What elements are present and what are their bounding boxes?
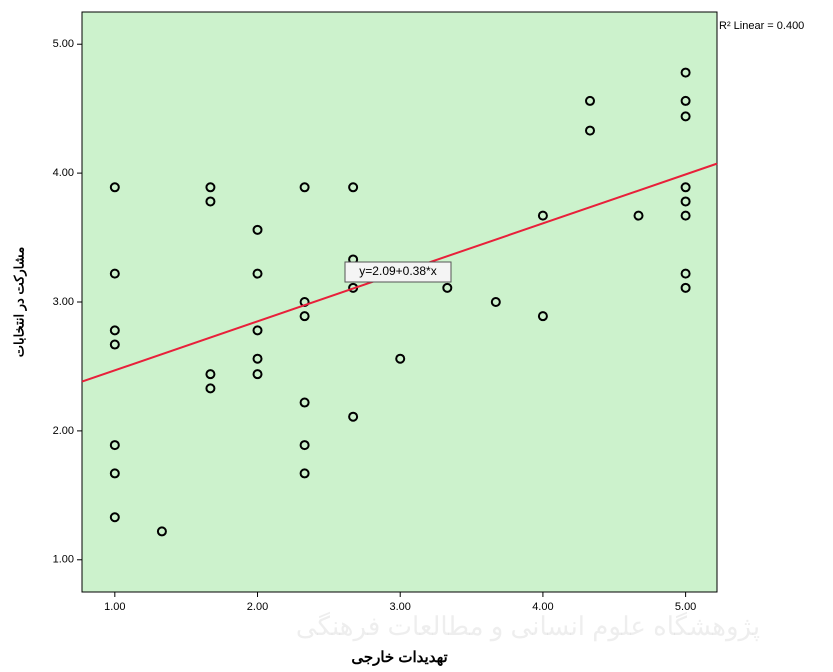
- y-axis-label: مشارکت در انتخابات: [11, 247, 27, 357]
- point: [252, 325, 263, 336]
- point: [109, 325, 120, 336]
- point: [348, 182, 359, 193]
- point: [109, 440, 120, 451]
- y-tick-label: 4.00: [53, 167, 74, 179]
- watermark: پژوهشگاه علوم انسانی و مطالعات فرهنگی: [296, 611, 760, 642]
- x-tick-label: 2.00: [247, 601, 268, 613]
- point: [680, 268, 691, 279]
- point: [299, 182, 310, 193]
- y-tick-label: 1.00: [53, 554, 74, 566]
- point: [299, 397, 310, 408]
- point: [252, 369, 263, 380]
- point: [680, 196, 691, 207]
- point: [299, 440, 310, 451]
- point: [585, 125, 595, 136]
- point: [109, 339, 120, 350]
- x-tick-label: 3.00: [390, 601, 411, 613]
- y-tick-label: 2.00: [53, 425, 74, 437]
- point: [537, 311, 548, 322]
- point: [109, 468, 120, 479]
- point: [537, 210, 548, 221]
- point: [680, 67, 691, 78]
- point: [109, 268, 120, 279]
- point: [680, 182, 691, 193]
- point: [205, 369, 216, 380]
- point: [490, 297, 501, 307]
- point: [205, 383, 216, 394]
- x-tick-label: 1.00: [104, 601, 125, 613]
- r2-label: R² Linear = 0.400: [719, 20, 804, 32]
- plot-area: [81, 11, 718, 593]
- point: [299, 468, 310, 479]
- point: [585, 95, 595, 106]
- point: [395, 353, 406, 364]
- x-tick-label: 4.00: [532, 601, 553, 613]
- fit-label-box: [344, 261, 452, 283]
- point: [299, 311, 310, 322]
- point: [252, 353, 263, 364]
- x-tick-label: 5.00: [675, 601, 696, 613]
- fit-label: y=2.09+0.38*x: [359, 264, 436, 278]
- point: [680, 95, 691, 106]
- point: [252, 268, 263, 279]
- point: [633, 210, 644, 221]
- point: [109, 182, 120, 193]
- y-tick-label: 5.00: [53, 38, 74, 50]
- point: [680, 210, 691, 221]
- point: [156, 526, 167, 537]
- y-tick-label: 3.00: [53, 296, 74, 308]
- point: [348, 411, 359, 422]
- point: [205, 182, 216, 193]
- point: [442, 282, 453, 293]
- point: [205, 196, 216, 207]
- point: [680, 282, 691, 293]
- point: [109, 512, 120, 523]
- point: [680, 111, 691, 122]
- x-axis-label: تهدیدات خارجی: [351, 649, 447, 666]
- point: [252, 224, 263, 235]
